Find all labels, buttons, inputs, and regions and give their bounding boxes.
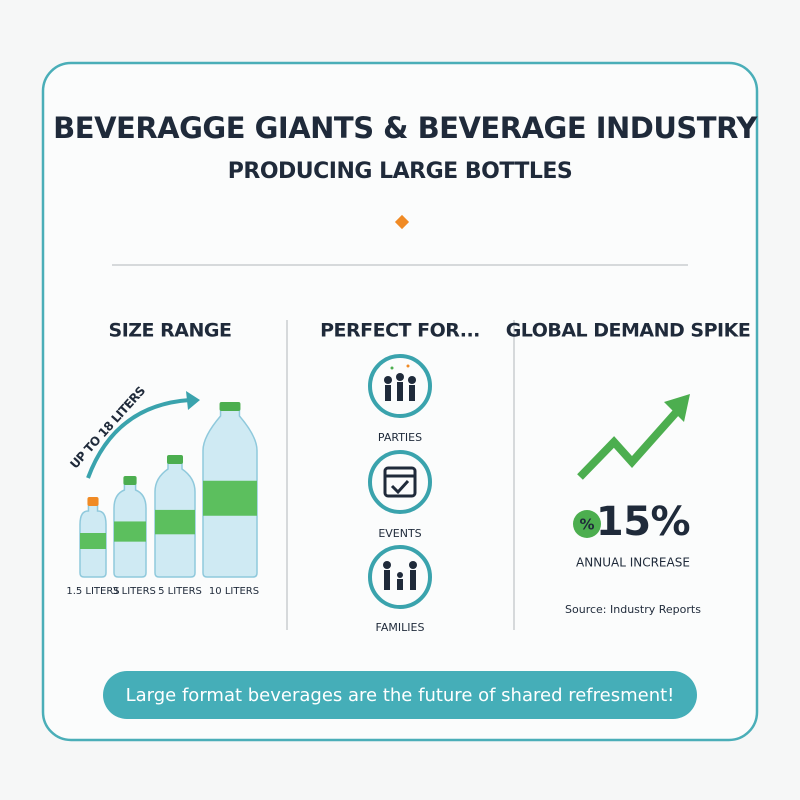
icon-rings bbox=[368, 354, 432, 609]
item-label: EVENTS bbox=[378, 527, 421, 540]
badge-text: % bbox=[579, 516, 594, 534]
item-label: FAMILIES bbox=[376, 621, 425, 634]
item-label: PARTIES bbox=[378, 431, 422, 444]
column-title: GLOBAL DEMAND SPIKE bbox=[506, 320, 751, 342]
badge bbox=[573, 510, 601, 538]
bottles bbox=[79, 402, 258, 578]
trend-arrow-head bbox=[664, 394, 690, 422]
family-icon bbox=[383, 561, 417, 590]
party-icon bbox=[384, 364, 416, 401]
bottle-label-band bbox=[80, 533, 106, 549]
calendar-icon bbox=[383, 466, 417, 498]
arc bbox=[86, 398, 191, 479]
bottle-label: 10 LITERS bbox=[209, 586, 259, 597]
bottle-cap bbox=[87, 497, 99, 506]
bottle-label-band bbox=[114, 521, 146, 542]
bottle-cap bbox=[167, 455, 183, 464]
bottle-label: 1.5 LITERS bbox=[66, 586, 119, 597]
arc-head bbox=[186, 391, 200, 410]
bottle-label-band bbox=[203, 480, 257, 516]
bottle-label-band bbox=[155, 509, 195, 535]
diamond bbox=[394, 214, 410, 230]
source: Source: Industry Reports bbox=[565, 603, 701, 616]
banner bbox=[103, 671, 697, 719]
title: BEVERAGGE GIANTS & BEVERAGE INDUSTRY bbox=[53, 111, 758, 145]
column-title: PERFECT FOR... bbox=[320, 320, 480, 342]
column-title: SIZE RANGE bbox=[109, 320, 232, 342]
bottle-cap bbox=[123, 476, 137, 485]
stat: 15% bbox=[596, 499, 690, 545]
bottle-label: 5 LITERS bbox=[158, 586, 202, 597]
trend-arrow bbox=[577, 405, 683, 480]
bottle-cap bbox=[219, 402, 241, 411]
banner-text: Large format beverages are the future of… bbox=[126, 685, 675, 706]
stat-label: ANNUAL INCREASE bbox=[576, 556, 690, 570]
subtitle: PRODUCING LARGE BOTTLES bbox=[228, 159, 572, 184]
bottle-label: 3 LITERS bbox=[112, 586, 156, 597]
